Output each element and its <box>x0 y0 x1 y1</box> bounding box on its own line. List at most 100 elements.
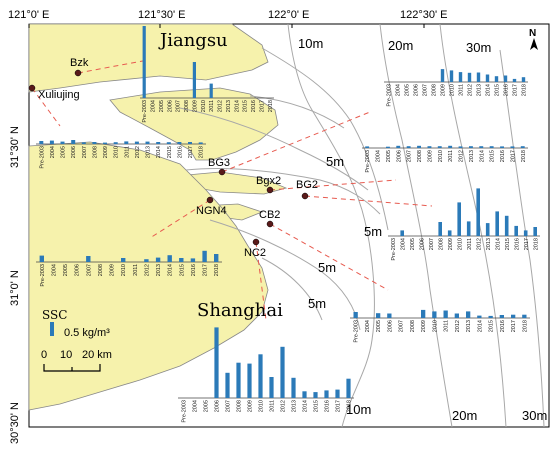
chart-bar-xuliujing-0 <box>39 141 44 144</box>
chart-tick-ngn4-4: 2007 <box>86 264 92 276</box>
chart-tick-xuliujing-0: Pre-2003 <box>39 146 45 169</box>
chart-bar-nc2-9 <box>280 346 285 398</box>
chart-tick-xuliujing-12: 2015 <box>167 146 173 158</box>
chart-bar-bgx2-13 <box>503 75 508 82</box>
chart-tick-ngn4-13: 2016 <box>191 264 197 276</box>
chart-tick-xuliujing-4: 2007 <box>82 146 88 158</box>
chart-tick-xuliujing-15: 2018 <box>199 146 205 158</box>
chart-tick-bzk-11: 2014 <box>234 100 240 112</box>
depth-label-10m-top: 10m <box>298 36 323 51</box>
station-label-ngn4: NGN4 <box>196 205 227 217</box>
chart-tick-xuliujing-10: 2013 <box>146 146 152 158</box>
chart-bar-bgx2-6 <box>440 69 445 82</box>
chart-tick-xuliujing-2: 2005 <box>61 146 67 158</box>
chart-bar-nc2-7 <box>258 354 263 398</box>
chart-bar-bgx2-15 <box>521 77 526 82</box>
chart-bar-bg3-3 <box>396 145 401 148</box>
chart-tick-nc2-0: Pre-2003 <box>182 400 188 423</box>
chart-bar-xuliujing-15 <box>198 142 203 144</box>
chart-bar-bgx2-9 <box>467 72 472 82</box>
chart-bar-nc2-15 <box>346 378 351 398</box>
chart-tick-bg2-13: 2016 <box>514 238 520 250</box>
chart-bar-nc2-4 <box>225 372 230 398</box>
lat-label-30-30: 30°30' N <box>9 402 21 444</box>
chart-tick-bzk-9: 2012 <box>218 100 224 112</box>
chart-tick-bg3-3: 2006 <box>396 150 402 162</box>
chart-tick-bg2-8: 2011 <box>467 238 473 250</box>
chart-tick-bg2-3: 2006 <box>419 238 425 250</box>
chart-bar-ngn4-11 <box>167 255 172 262</box>
chart-bar-bg3-12 <box>489 146 494 148</box>
chart-bar-cb2-13 <box>499 315 504 318</box>
chart-bar-bg2-15 <box>533 227 537 236</box>
chart-tick-bg2-10: 2013 <box>486 238 492 250</box>
chart-tick-bzk-4: 2007 <box>176 100 182 112</box>
chart-bar-bgx2-8 <box>458 72 463 82</box>
chart-bar-ngn4-0 <box>39 255 44 262</box>
chart-bar-bg3-4 <box>406 146 411 148</box>
chart-bar-bg3-11 <box>479 146 484 148</box>
chart-tick-bg3-9: 2012 <box>459 150 465 162</box>
chart-tick-ngn4-6: 2009 <box>110 264 116 276</box>
chart-tick-cb2-10: 2013 <box>466 320 472 332</box>
station-marker-cb2 <box>266 220 274 228</box>
chart-tick-ngn4-0: Pre-2003 <box>40 264 46 287</box>
north-arrow: N <box>529 28 538 50</box>
station-label-xuliujing: Xuliujing <box>38 89 80 101</box>
chart-tick-cb2-12: 2015 <box>489 320 495 332</box>
chart-tick-bg3-15: 2018 <box>521 150 527 162</box>
chart-bar-nc2-10 <box>291 377 296 398</box>
chart-tick-bgx2-15: 2018 <box>522 84 528 96</box>
lon-label-122-0: 122°0' E <box>268 9 309 21</box>
chart-tick-bzk-15: 2018 <box>268 100 274 112</box>
depth-label-20m-bottom: 20m <box>452 408 477 423</box>
chart-tick-bgx2-5: 2008 <box>432 84 438 96</box>
legend-title: SSC <box>42 308 67 322</box>
chart-tick-xuliujing-5: 2008 <box>92 146 98 158</box>
chart-bar-cb2-14 <box>511 314 516 318</box>
chart-bar-bg3-5 <box>417 145 421 148</box>
chart-tick-bg2-4: 2007 <box>429 238 435 250</box>
chart-tick-nc2-15: 2018 <box>347 400 353 412</box>
chart-tick-bzk-5: 2008 <box>184 100 190 112</box>
chart-tick-bgx2-0: Pre-2003 <box>387 84 393 107</box>
chart-bar-bg3-8 <box>448 145 453 148</box>
chart-bar-bg3-10 <box>469 146 473 148</box>
station-label-cb2: CB2 <box>259 209 280 221</box>
chart-tick-nc2-2: 2005 <box>204 400 210 412</box>
station-label-bgx2: Bgx2 <box>256 175 281 187</box>
scale-tick-0: 0 <box>41 349 47 361</box>
chart-bar-nc2-8 <box>269 377 274 398</box>
chart-tick-bg2-15: 2018 <box>533 238 539 250</box>
chart-bar-bg2-7 <box>457 202 461 236</box>
chart-tick-ngn4-10: 2013 <box>156 264 162 276</box>
chart-tick-bgx2-12: 2015 <box>495 84 501 96</box>
chart-tick-ngn4-15: 2018 <box>214 264 220 276</box>
chart-bar-bgx2-12 <box>494 76 499 82</box>
chart-tick-cb2-15: 2018 <box>522 320 528 332</box>
chart-bar-xuliujing-6 <box>103 142 107 144</box>
chart-bar-nc2-11 <box>302 391 307 398</box>
legend-bar <box>50 322 54 336</box>
chart-tick-ngn4-1: 2004 <box>51 264 57 276</box>
station-label-nc2: NC2 <box>244 247 266 259</box>
chart-bar-bzk-8 <box>209 83 213 98</box>
chart-bar-xuliujing-3 <box>71 140 76 144</box>
chart-tick-cb2-1: 2004 <box>365 320 371 332</box>
longitude-ticks <box>28 24 425 28</box>
lon-label-121-30: 121°30' E <box>138 9 185 21</box>
chart-tick-bg2-12: 2015 <box>505 238 511 250</box>
chart-tick-cb2-5: 2008 <box>410 320 416 332</box>
lon-label-122-30: 122°30' E <box>400 9 447 21</box>
chart-tick-nc2-13: 2016 <box>325 400 331 412</box>
chart-bar-bg2-11 <box>495 211 499 236</box>
chart-bar-xuliujing-5 <box>92 142 97 144</box>
chart-tick-bg3-2: 2005 <box>386 150 392 162</box>
chart-bar-ngn4-7 <box>121 258 126 262</box>
lat-label-31-0: 31°0' N <box>9 270 21 306</box>
chart-tick-bg3-6: 2009 <box>427 150 433 162</box>
chart-tick-bzk-3: 2006 <box>167 100 173 112</box>
chart-tick-nc2-12: 2015 <box>314 400 320 412</box>
chart-bar-xuliujing-12 <box>166 142 171 144</box>
chart-bar-ngn4-12 <box>179 258 184 262</box>
